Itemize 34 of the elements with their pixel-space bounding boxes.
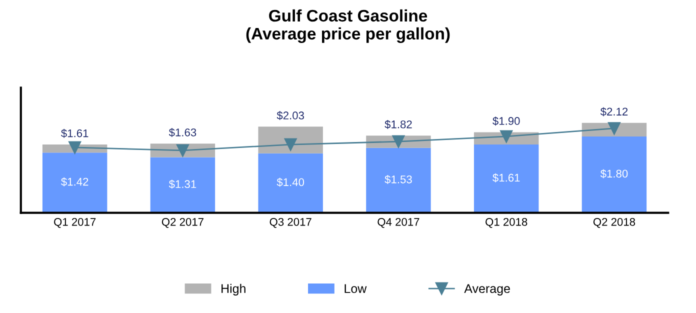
bar: [42, 152, 108, 213]
point: [176, 144, 189, 157]
total-label: $2.03: [276, 111, 304, 120]
total-label: $1.61: [61, 128, 88, 138]
total-label: $1.82: [384, 120, 412, 129]
point: [392, 135, 405, 148]
chart-title: Gulf Coast Gasoline (Average price per gallon): [246, 9, 450, 43]
x-tick-label: Q2 2018: [593, 218, 636, 228]
x-tick-label: Q2 2017: [162, 218, 204, 228]
bar: [366, 148, 431, 213]
bar: [258, 153, 323, 213]
data-label: $1.42: [61, 177, 88, 186]
data-label: $1.53: [384, 175, 412, 184]
data-label: $1.61: [492, 173, 520, 182]
legend-label: High: [222, 284, 246, 296]
x-tick-label: Q1 2018: [486, 218, 528, 228]
data-label: $1.80: [600, 169, 628, 178]
legend-label: Average: [464, 284, 510, 296]
bar: [582, 136, 647, 213]
point: [284, 138, 297, 151]
data-label: $1.40: [276, 178, 304, 187]
point: [68, 141, 82, 154]
x-tick-label: Q3 2017: [270, 218, 312, 228]
bar: [150, 157, 216, 213]
point: [500, 130, 513, 143]
total-label: $1.63: [168, 128, 196, 138]
x-tick-label: Q1 2017: [54, 218, 96, 228]
data-label: $1.31: [168, 180, 196, 189]
legend-label: Low: [344, 284, 367, 294]
point: [608, 122, 620, 135]
total-label: $2.12: [600, 107, 628, 116]
x-tick-label: Q4 2017: [378, 218, 420, 228]
bar: [474, 144, 539, 213]
total-label: $1.90: [492, 116, 520, 126]
